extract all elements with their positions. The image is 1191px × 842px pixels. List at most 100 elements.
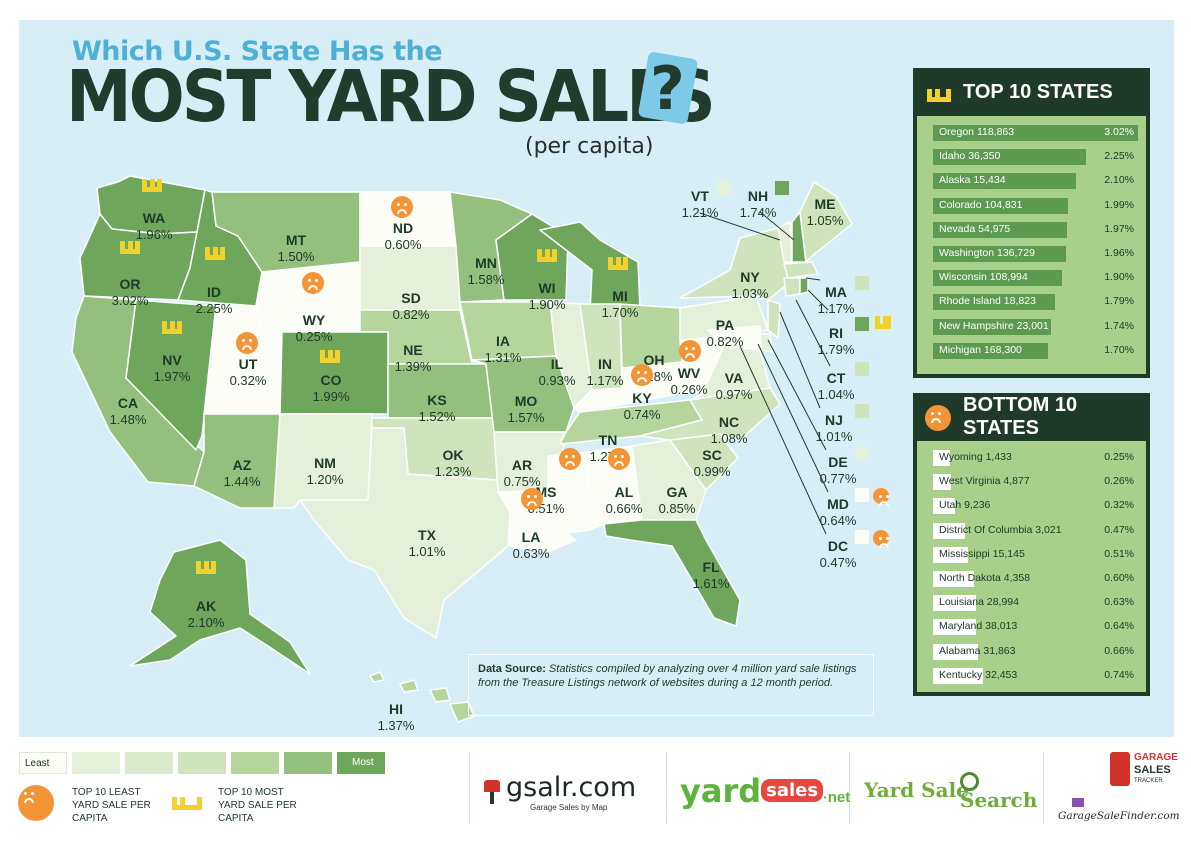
state-label-ct: CT 1.04% xyxy=(818,370,855,403)
finder-name: GarageSaleFinder.com xyxy=(1058,810,1180,822)
state-abbr: IN xyxy=(598,356,612,372)
top10-state-name: Rhode Island 18,823 xyxy=(939,295,1036,308)
state-label-ar: AR 0.75% xyxy=(504,457,541,490)
top10-percent: 1.79% xyxy=(1104,295,1134,308)
state-abbr: AR xyxy=(511,457,533,473)
state-shape-mi[interactable] xyxy=(539,221,641,315)
crown-icon xyxy=(196,560,216,574)
state-shape-ri[interactable] xyxy=(799,277,809,295)
state-abbr: PA xyxy=(715,317,735,333)
state-abbr: VT xyxy=(691,188,709,204)
garagesalestracker-logo[interactable]: GARAGE SALES TRACKER xyxy=(1110,752,1178,796)
sad-face-icon xyxy=(559,448,581,470)
state-label-pa: PA 0.82% xyxy=(707,317,744,350)
top10-list: Oregon 118,863 3.02% Idaho 36,350 2.25% Alas… xyxy=(917,116,1146,374)
title-question-mark: ? xyxy=(650,54,685,124)
bottom10-state-name: Alabama 31,863 xyxy=(939,644,1016,657)
state-abbr: TN xyxy=(598,432,618,448)
state-percent: 1.58% xyxy=(467,272,505,287)
state-label-nc: NC 1.08% xyxy=(711,414,748,447)
yardsalesearch-logo[interactable]: Yard Sale Search xyxy=(864,772,1042,824)
bottom10-percent: 0.32% xyxy=(1104,499,1134,512)
legend-swatch-1: Least xyxy=(19,752,67,774)
bottom10-bar xyxy=(933,571,974,587)
state-shape-md[interactable] xyxy=(707,325,761,351)
state-label-wa: WA 1.96% xyxy=(136,210,173,243)
state-percent: 0.82% xyxy=(706,334,744,349)
state-abbr: CT xyxy=(826,370,846,386)
top10-percent: 1.96% xyxy=(1104,247,1134,259)
top10-row: Nevada 54,975 1.97% xyxy=(933,219,1138,243)
state-label-sd: SD 0.82% xyxy=(393,290,430,323)
legend-swatch-7: Most xyxy=(337,752,385,774)
state-shape-ct[interactable] xyxy=(783,277,801,297)
state-percent: 0.85% xyxy=(658,501,696,516)
legend-sad-text: TOP 10 LEAST YARD SALE PER CAPITA xyxy=(72,787,151,824)
sad-face-icon xyxy=(873,530,889,548)
bottom10-row: West Virginia 4,877 0.26% xyxy=(933,471,1138,495)
state-shape-nc[interactable] xyxy=(639,387,781,441)
bottom10-row: Kentucky 32,453 0.74% xyxy=(933,665,1138,689)
bottom10-state-name: Kentucky 32,453 xyxy=(939,668,1018,681)
state-abbr: SD xyxy=(401,290,421,306)
state-abbr: IL xyxy=(550,356,564,372)
state-shape-hi[interactable] xyxy=(369,671,475,723)
state-abbr: MI xyxy=(612,288,628,304)
state-percent: 0.47% xyxy=(819,555,857,570)
state-shape-de[interactable] xyxy=(759,333,773,353)
state-swatch-nj xyxy=(855,404,869,418)
state-percent: 0.77% xyxy=(819,471,857,486)
crown-icon xyxy=(537,248,557,262)
top10-state-name: Wisconsin 108,994 xyxy=(939,271,1028,284)
state-label-ca: CA 1.48% xyxy=(110,395,147,428)
state-percent: 2.10% xyxy=(187,615,225,630)
bottom10-header: BOTTOM 10 STATES xyxy=(913,393,1150,441)
state-percent: 1.50% xyxy=(277,249,315,264)
sad-face-icon xyxy=(608,448,630,470)
state-percent: 1.17% xyxy=(817,301,855,316)
state-label-mn: MN 1.58% xyxy=(468,255,505,288)
state-percent: 0.25% xyxy=(295,329,333,344)
state-abbr: MA xyxy=(825,284,847,300)
data-source-text: Statistics compiled by analyzing over 4 … xyxy=(478,663,857,689)
top10-bar xyxy=(933,342,1048,359)
state-shape-ms[interactable] xyxy=(547,451,591,535)
state-label-sc: SC 0.99% xyxy=(694,447,731,480)
top10-row: Idaho 36,350 2.25% xyxy=(933,146,1138,170)
top10-percent: 1.97% xyxy=(1104,222,1134,235)
state-shape-ma[interactable] xyxy=(783,261,819,279)
state-label-il: IL 0.93% xyxy=(539,356,576,389)
state-abbr: LA xyxy=(521,529,541,545)
state-swatch-ma xyxy=(855,276,869,290)
state-shape-ky[interactable] xyxy=(573,361,691,413)
bottom10-title: BOTTOM 10 STATES xyxy=(963,394,1078,439)
yardsales-yard: yard xyxy=(680,772,762,810)
state-shape-ak[interactable] xyxy=(129,539,311,675)
state-abbr: TX xyxy=(418,527,436,543)
state-shape-fl[interactable] xyxy=(603,519,741,627)
state-shape-ga[interactable] xyxy=(631,439,707,521)
bottom10-bar xyxy=(933,595,976,612)
bottom10-row: Utah 9,236 0.32% xyxy=(933,495,1138,519)
top10-state-name: Colorado 104,831 xyxy=(939,198,1023,211)
gsalr-tagline: Garage Sales by Map xyxy=(530,803,608,812)
bottom10-state-name: Maryland 38,013 xyxy=(939,620,1018,633)
bottom10-row: North Dakota 4,358 0.60% xyxy=(933,568,1138,592)
state-abbr: SC xyxy=(702,447,722,463)
state-abbr: FL xyxy=(702,559,720,575)
state-percent: 0.82% xyxy=(392,307,430,322)
state-label-nh: NH 1.74% xyxy=(740,188,777,221)
state-shape-nv[interactable] xyxy=(125,299,217,451)
top10-state-name: Alaska 15,434 xyxy=(939,174,1006,187)
bottom10-row: Wyoming 1,433 0.25% xyxy=(933,447,1138,471)
state-label-ia: IA 1.31% xyxy=(485,333,522,366)
top10-bar xyxy=(933,246,1066,262)
divider xyxy=(469,752,470,824)
yardsales-logo[interactable]: yard sales ·net xyxy=(680,772,850,810)
state-shape-nj[interactable] xyxy=(767,299,781,339)
bottom10-row: Mississippi 15,145 0.51% xyxy=(933,544,1138,568)
bottom10-state-name: Louisiana 28,994 xyxy=(939,596,1019,609)
state-abbr: CA xyxy=(117,395,139,411)
state-label-ut: UT 0.32% xyxy=(230,356,267,389)
state-abbr: WV xyxy=(677,365,701,381)
